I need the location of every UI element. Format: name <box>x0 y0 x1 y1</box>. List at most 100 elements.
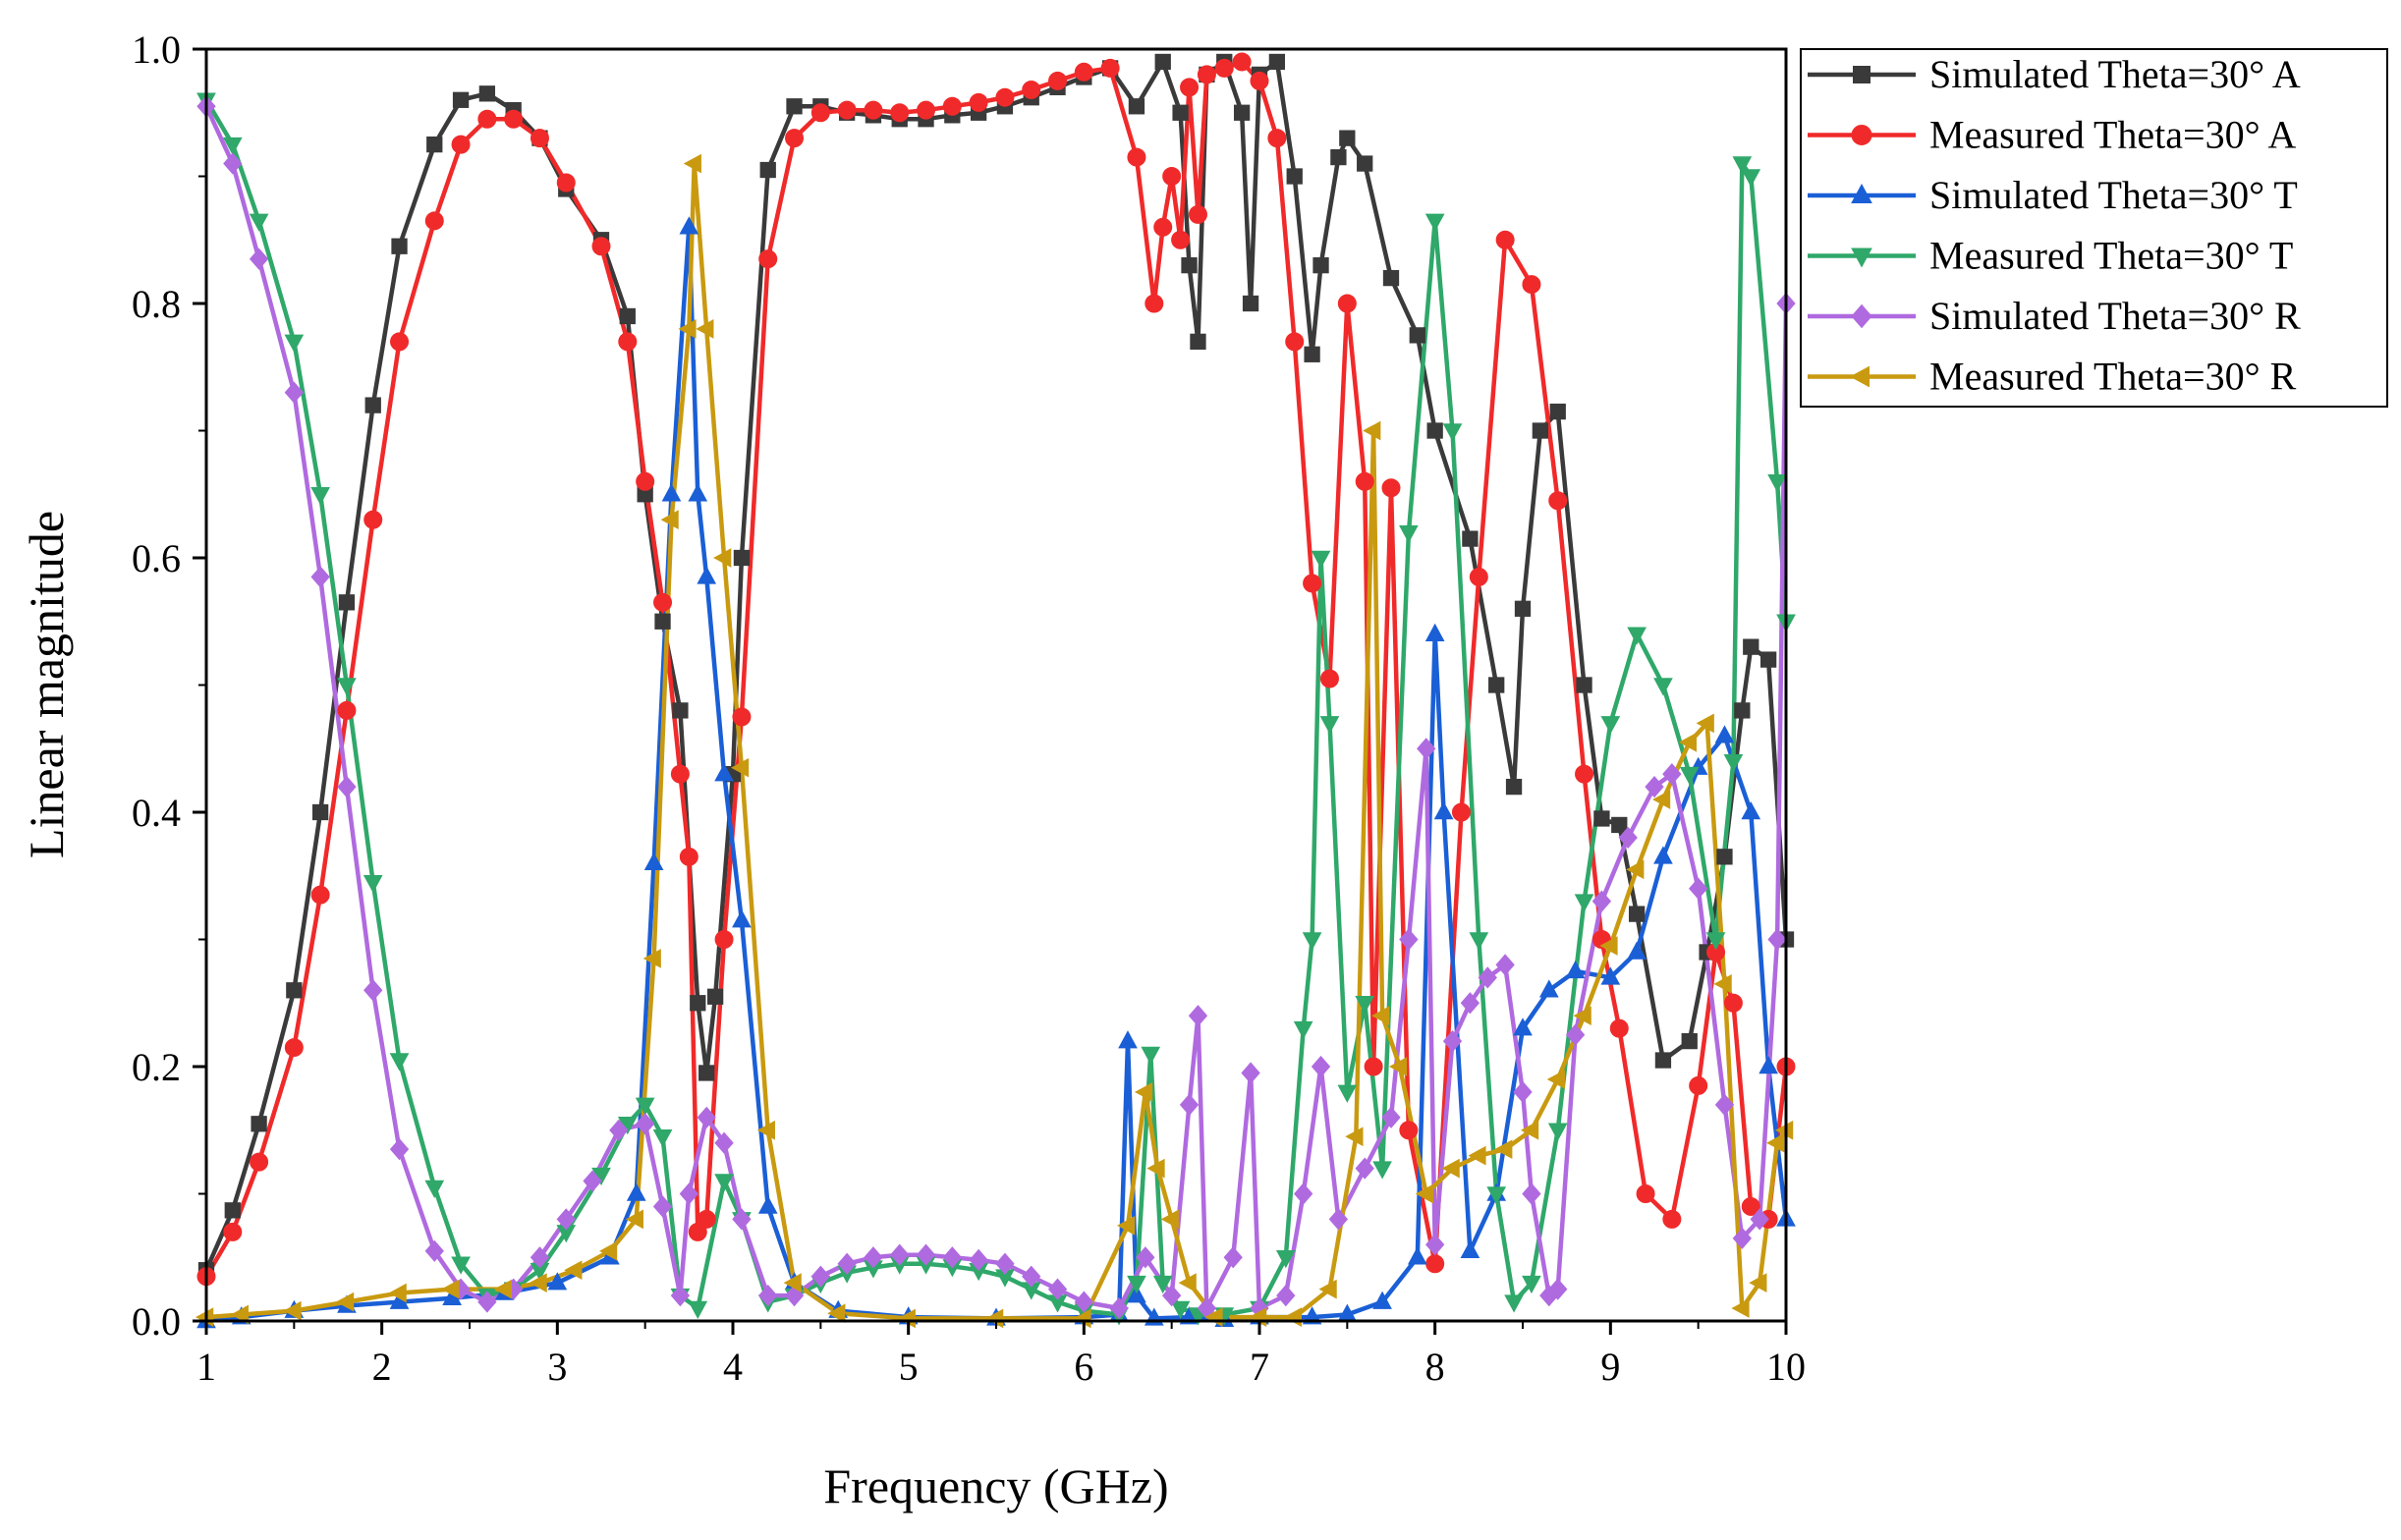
data-point <box>730 757 750 778</box>
x-tick-label: 9 <box>1600 1345 1620 1389</box>
data-point <box>1495 954 1515 976</box>
data-point <box>688 1300 708 1320</box>
data-point <box>713 548 732 568</box>
legend-marker <box>1851 303 1872 329</box>
data-point <box>757 1195 778 1214</box>
y-tick-label: 1.0 <box>132 28 181 72</box>
data-point <box>1294 1182 1313 1205</box>
data-point <box>690 995 706 1012</box>
data-point <box>1741 801 1761 820</box>
data-point <box>697 566 717 584</box>
data-point <box>1478 966 1497 989</box>
data-point <box>1188 204 1207 224</box>
data-point <box>1734 702 1751 719</box>
data-point <box>1345 1127 1364 1147</box>
data-point <box>249 213 269 232</box>
data-point <box>1127 1275 1146 1294</box>
data-point <box>1723 993 1743 1013</box>
data-point <box>1171 230 1191 249</box>
data-point <box>1599 936 1618 956</box>
legend-marker <box>1851 248 1872 268</box>
data-point <box>564 1260 583 1281</box>
data-point <box>1399 1121 1419 1140</box>
data-point <box>1611 816 1628 834</box>
data-point <box>1538 979 1559 998</box>
data-point <box>591 237 611 256</box>
legend-label: Measured Theta=30° T <box>1929 234 2293 278</box>
data-point <box>363 874 383 894</box>
data-point <box>451 1256 471 1275</box>
data-point <box>890 103 910 123</box>
data-point <box>714 1131 734 1154</box>
data-point <box>1128 98 1145 115</box>
data-point <box>363 979 383 1002</box>
data-point <box>1696 713 1714 734</box>
data-point <box>1679 766 1700 786</box>
data-point <box>1653 678 1673 696</box>
data-point <box>759 161 776 179</box>
data-point <box>1022 1265 1041 1288</box>
data-point <box>1504 1294 1524 1313</box>
data-point <box>391 238 408 254</box>
data-point <box>1741 169 1761 188</box>
data-point <box>1381 478 1401 498</box>
data-point <box>1573 1006 1591 1026</box>
plot-frame <box>204 47 1788 1323</box>
data-point <box>1328 1208 1349 1231</box>
data-point <box>714 763 734 782</box>
x-tick-label: 8 <box>1425 1345 1445 1389</box>
series-line-3 <box>206 98 1786 1317</box>
data-point <box>625 1209 643 1230</box>
data-point <box>1197 1296 1217 1320</box>
data-point <box>1591 890 1612 912</box>
data-point <box>1127 1285 1146 1303</box>
data-point <box>1425 1254 1445 1274</box>
data-point <box>995 87 1015 107</box>
data-point <box>1462 530 1479 547</box>
data-point <box>654 613 671 630</box>
data-point <box>1311 550 1331 569</box>
data-point <box>1723 753 1744 773</box>
data-point <box>1750 1208 1769 1231</box>
data-point <box>626 1182 646 1201</box>
data-point <box>1286 168 1303 185</box>
data-point <box>619 307 636 325</box>
data-point <box>477 109 497 129</box>
data-point <box>714 1174 734 1192</box>
data-point <box>636 1113 655 1135</box>
data-point <box>452 91 470 108</box>
data-point <box>1170 1300 1191 1320</box>
data-point <box>652 1195 673 1218</box>
data-point <box>785 129 805 148</box>
data-point <box>1371 1006 1390 1026</box>
data-point <box>249 248 269 270</box>
data-point <box>529 1273 547 1292</box>
data-point <box>1162 167 1182 186</box>
data-point <box>1302 932 1322 951</box>
x-tick-label: 1 <box>196 1345 216 1389</box>
data-point <box>493 1279 512 1299</box>
data-point <box>1681 1032 1698 1050</box>
data-point <box>1318 1279 1337 1299</box>
data-point <box>756 1120 775 1140</box>
data-point <box>810 103 830 123</box>
data-point <box>1741 1196 1760 1216</box>
data-point <box>1441 1158 1460 1179</box>
data-point <box>643 852 664 871</box>
series-line-5 <box>206 161 1786 1321</box>
data-point <box>310 566 330 588</box>
data-point <box>311 803 329 821</box>
data-point <box>942 1246 962 1269</box>
data-point <box>1520 1120 1539 1140</box>
data-point <box>1549 403 1566 420</box>
data-point <box>1250 71 1269 90</box>
data-point <box>783 1273 802 1292</box>
data-point <box>337 775 357 798</box>
data-point <box>679 1182 698 1205</box>
data-point <box>1154 53 1171 71</box>
data-point <box>1407 1246 1427 1265</box>
data-point <box>1626 859 1645 880</box>
y-tick-label: 0.4 <box>132 791 181 835</box>
data-point <box>618 332 638 352</box>
legend-label: Simulated Theta=30° R <box>1929 294 2301 338</box>
